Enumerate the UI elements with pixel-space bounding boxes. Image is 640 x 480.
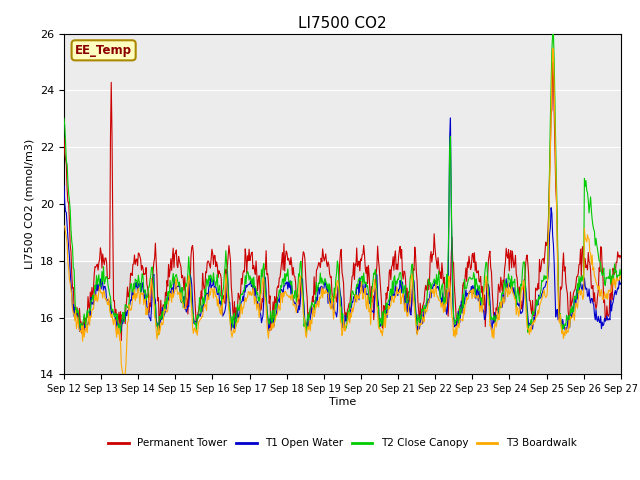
Legend: Permanent Tower, T1 Open Water, T2 Close Canopy, T3 Boardwalk: Permanent Tower, T1 Open Water, T2 Close… — [104, 434, 580, 453]
Bar — [64, 34, 621, 261]
X-axis label: Time: Time — [329, 397, 356, 407]
Title: LI7500 CO2: LI7500 CO2 — [298, 16, 387, 31]
Text: EE_Temp: EE_Temp — [75, 44, 132, 57]
Y-axis label: LI7500 CO2 (mmol/m3): LI7500 CO2 (mmol/m3) — [24, 139, 35, 269]
